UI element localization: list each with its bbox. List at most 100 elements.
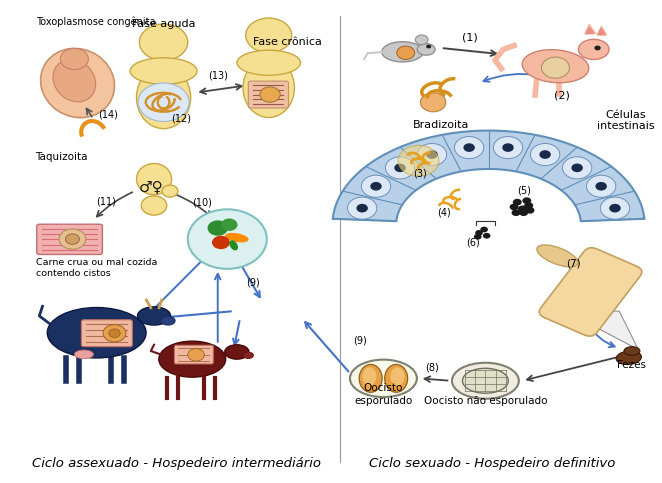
Text: Fase crônica: Fase crônica	[254, 37, 322, 47]
Text: Taquizoita: Taquizoita	[35, 153, 88, 162]
Ellipse shape	[161, 316, 175, 325]
Polygon shape	[333, 130, 644, 221]
Circle shape	[246, 18, 292, 53]
Polygon shape	[565, 311, 638, 350]
Circle shape	[140, 24, 188, 60]
Text: Oocisto não esporulado: Oocisto não esporulado	[424, 396, 547, 406]
Ellipse shape	[136, 66, 191, 128]
Ellipse shape	[579, 39, 609, 59]
Ellipse shape	[362, 367, 377, 385]
Circle shape	[526, 207, 534, 213]
Circle shape	[518, 205, 527, 212]
Ellipse shape	[130, 58, 197, 84]
Circle shape	[109, 329, 120, 338]
Text: Ciclo assexuado - Hospedeiro intermediário: Ciclo assexuado - Hospedeiro intermediár…	[32, 456, 321, 469]
Circle shape	[348, 197, 377, 219]
Ellipse shape	[452, 363, 519, 399]
Circle shape	[208, 220, 228, 236]
Text: (7): (7)	[566, 258, 581, 269]
Circle shape	[417, 143, 447, 166]
Ellipse shape	[243, 58, 295, 117]
Circle shape	[524, 202, 533, 209]
Circle shape	[138, 83, 189, 121]
Ellipse shape	[225, 345, 249, 359]
Text: Células
intestinais: Células intestinais	[596, 110, 655, 131]
Circle shape	[600, 197, 630, 219]
Ellipse shape	[624, 347, 640, 355]
Polygon shape	[597, 27, 606, 35]
Ellipse shape	[522, 50, 589, 83]
Circle shape	[60, 48, 89, 70]
Circle shape	[59, 229, 86, 249]
Circle shape	[609, 204, 621, 213]
Circle shape	[522, 198, 532, 204]
Text: (3): (3)	[414, 169, 427, 179]
Ellipse shape	[141, 196, 167, 215]
Circle shape	[260, 87, 280, 102]
Text: ♂♀: ♂♀	[138, 179, 164, 194]
Text: (9): (9)	[246, 278, 260, 288]
Text: (2): (2)	[554, 90, 570, 100]
Circle shape	[370, 182, 382, 191]
Circle shape	[542, 57, 569, 78]
Text: (14): (14)	[98, 110, 118, 120]
Circle shape	[66, 234, 79, 244]
FancyBboxPatch shape	[248, 81, 289, 108]
Circle shape	[212, 236, 230, 249]
Circle shape	[563, 157, 592, 179]
Text: (8): (8)	[426, 362, 440, 372]
Ellipse shape	[382, 42, 423, 62]
Circle shape	[475, 230, 483, 236]
Ellipse shape	[53, 59, 96, 102]
Circle shape	[426, 150, 438, 159]
Ellipse shape	[237, 50, 301, 75]
Ellipse shape	[162, 185, 178, 197]
Text: (9): (9)	[353, 335, 367, 345]
Ellipse shape	[74, 350, 93, 359]
Circle shape	[481, 227, 488, 232]
FancyBboxPatch shape	[81, 320, 132, 347]
FancyBboxPatch shape	[539, 248, 642, 336]
Circle shape	[474, 234, 481, 240]
Circle shape	[483, 233, 491, 239]
Text: Ciclo sexuado - Hospedeiro definitivo: Ciclo sexuado - Hospedeiro definitivo	[369, 456, 615, 469]
Ellipse shape	[159, 341, 226, 377]
Ellipse shape	[463, 368, 508, 393]
Ellipse shape	[229, 240, 238, 250]
Circle shape	[426, 44, 431, 48]
Circle shape	[463, 143, 475, 152]
Ellipse shape	[136, 163, 171, 195]
Circle shape	[513, 199, 522, 205]
Text: (5): (5)	[516, 185, 530, 196]
Text: (12): (12)	[171, 114, 191, 124]
Circle shape	[512, 209, 520, 216]
Ellipse shape	[243, 352, 254, 358]
Text: (4): (4)	[437, 207, 451, 217]
Circle shape	[395, 164, 406, 172]
Circle shape	[361, 175, 391, 198]
Ellipse shape	[359, 365, 382, 392]
Text: (11): (11)	[96, 197, 116, 207]
Circle shape	[397, 46, 414, 59]
Circle shape	[540, 150, 551, 159]
Ellipse shape	[391, 367, 404, 385]
Ellipse shape	[537, 245, 578, 267]
Text: Fase aguda: Fase aguda	[132, 19, 195, 29]
Text: Toxoplasmose congênita: Toxoplasmose congênita	[36, 17, 156, 27]
Text: (1): (1)	[461, 33, 477, 43]
Polygon shape	[586, 28, 594, 33]
Circle shape	[530, 143, 560, 166]
Text: Carne crua ou mal cozida
contendo cistos: Carne crua ou mal cozida contendo cistos	[36, 257, 158, 278]
Circle shape	[493, 137, 523, 158]
Ellipse shape	[616, 351, 641, 365]
Circle shape	[594, 45, 600, 50]
Ellipse shape	[417, 43, 435, 55]
Ellipse shape	[350, 360, 417, 397]
Circle shape	[502, 143, 514, 152]
Polygon shape	[585, 25, 596, 34]
Ellipse shape	[138, 307, 171, 325]
Text: Bradizoita: Bradizoita	[412, 120, 469, 130]
Circle shape	[188, 209, 267, 269]
Circle shape	[188, 349, 205, 361]
Circle shape	[103, 325, 126, 342]
